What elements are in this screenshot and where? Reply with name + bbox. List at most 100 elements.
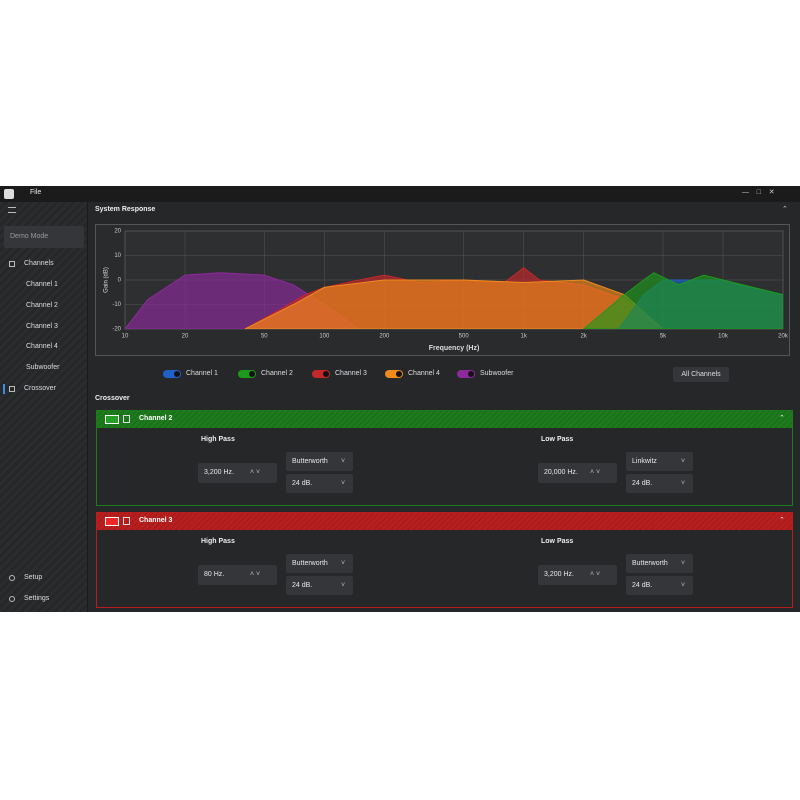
crossover-title: Crossover [95,395,130,402]
x-tick-label: 100 [319,334,330,340]
filter-label: High Pass [201,538,235,545]
x-tick-label: 5k [660,334,667,340]
dropdown[interactable]: 24 dB. ˅ [286,474,353,493]
legend-item[interactable]: Channel 4 [385,368,455,380]
legend-item[interactable]: Channel 1 [163,368,233,380]
legend-item[interactable]: Channel 3 [312,368,382,380]
color-swatch[interactable] [105,415,119,424]
nav-text: Channel 4 [26,343,58,350]
nav-icon [9,386,15,392]
x-tick-label: 10 [122,334,129,340]
nav-item[interactable]: Setup [0,569,88,587]
x-tick-label: 20 [182,334,189,340]
dropdown[interactable]: Butterworth ˅ [626,554,693,573]
collapse[interactable]: ⌃ [782,206,788,213]
dropdown[interactable]: Linkwitz ˅ [626,452,693,471]
legend-toggle [163,370,181,378]
x-tick-label: 500 [459,334,470,340]
y-tick-label: 0 [118,278,122,284]
spin-buttons[interactable]: ˄ ˅ [590,469,601,476]
x-tick-label: 50 [261,334,268,340]
filter-label: Low Pass [541,538,574,545]
nav-text: Channel 3 [26,323,58,330]
dropdown-arrow: ˅ [341,480,346,487]
legend-item[interactable]: Channel 2 [238,368,308,380]
panel-title: Channel 3 [139,517,173,524]
swatch-arrow[interactable] [123,415,130,423]
all-channels-button[interactable]: All Channels [673,367,729,382]
legend-toggle [457,370,475,378]
dropdown-text: 24 dB. [632,582,653,589]
x-tick-label: 2k [580,334,587,340]
dropdown-text: 24 dB. [292,480,313,487]
frequency-text: 20,000 Hz. [544,469,578,476]
app-icon [4,189,14,199]
nav-item[interactable]: Subwoofer [0,359,88,377]
dropdown-text: Butterworth [632,560,668,567]
dropdown[interactable]: Butterworth ˅ [286,554,353,573]
toggle-knob [249,371,255,377]
nav-item[interactable]: Channel 2 [0,297,88,315]
legend-toggle [238,370,256,378]
dropdown-arrow: ˅ [681,480,686,487]
color-swatch[interactable] [105,517,119,526]
dropdown-text: 24 dB. [632,480,653,487]
hamburger[interactable] [8,207,16,213]
section-title: System Response [95,206,156,213]
dropdown-text: 24 dB. [292,582,313,589]
panel-title: Channel 2 [139,415,173,422]
app-window: File — □ ✕ Demo Mode Channels Channel 1 Ch… [0,186,800,612]
dropdown-text: Butterworth [292,458,328,465]
dropdown[interactable]: 24 dB. ˅ [626,576,693,595]
y-tick-label: 10 [114,253,121,259]
nav-item[interactable]: Crossover [0,380,88,398]
nav-item[interactable]: Channels [0,255,88,273]
filter-label: Low Pass [541,436,574,443]
nav-icon [9,261,15,267]
dropdown[interactable]: Butterworth ˅ [286,452,353,471]
swatch-arrow[interactable] [123,517,130,525]
dropdown-arrow: ˅ [341,560,346,567]
area [582,272,783,329]
collapse[interactable]: ⌃ [779,517,785,524]
y-tick-label: 20 [114,229,121,235]
y-tick-label: -10 [112,302,121,308]
legend-text: Channel 3 [335,370,367,377]
selected-indicator [3,384,5,394]
x-tick-label: 200 [379,334,390,340]
dropdown[interactable]: 24 dB. ˅ [286,576,353,595]
sidebar: Demo Mode Channels Channel 1 Channel 2 Chan… [0,202,88,612]
title-bar: File — □ ✕ [0,186,800,202]
x-tick-label: 10k [718,334,729,340]
frequency-input[interactable]: 3,200 Hz. ˄ ˅ [538,565,617,585]
spin-buttons[interactable]: ˄ ˅ [250,469,261,476]
panel-header[interactable]: Channel 2 ⌃ [97,411,792,428]
panel-header[interactable]: Channel 3 ⌃ [97,513,792,530]
nav-text: Channels [24,260,54,267]
spin-buttons[interactable]: ˄ ˅ [250,571,261,578]
nav-text: Crossover [24,385,56,392]
nav-item[interactable]: Channel 3 [0,318,88,336]
nav-text: Settings [24,595,50,602]
legend-toggle [312,370,330,378]
mode-dropdown[interactable]: Demo Mode [4,226,84,248]
crossover-panel: Channel 2 ⌃ High Pass 3,200 Hz. ˄ ˅ Butterwor… [96,410,793,506]
dropdown[interactable]: 24 dB. ˅ [626,474,693,493]
menu-file[interactable]: File [30,189,42,196]
nav-item[interactable]: Channel 1 [0,276,88,294]
nav-item[interactable]: Channel 4 [0,338,88,356]
window-controls[interactable]: — □ ✕ [742,189,775,196]
frequency-input[interactable]: 3,200 Hz. ˄ ˅ [198,463,277,483]
dropdown-arrow: ˅ [681,458,686,465]
nav-item[interactable]: Settings [0,590,88,608]
frequency-input[interactable]: 20,000 Hz. ˄ ˅ [538,463,617,483]
spin-buttons[interactable]: ˄ ˅ [590,571,601,578]
legend: Channel 1 Channel 2 Channel 3 Channel 4 Subw… [0,368,800,380]
dropdown-arrow: ˅ [341,582,346,589]
legend-item[interactable]: Subwoofer [457,368,527,380]
nav-text: Subwoofer [26,364,60,371]
collapse[interactable]: ⌃ [779,415,785,422]
frequency-input[interactable]: 80 Hz. ˄ ˅ [198,565,277,585]
